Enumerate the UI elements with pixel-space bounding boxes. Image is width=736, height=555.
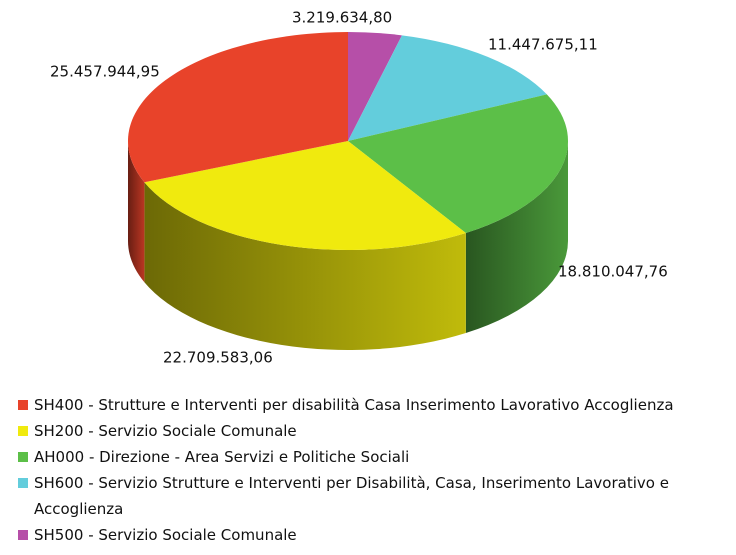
legend-swatch: [18, 452, 28, 462]
legend-item: SH200 - Servizio Sociale Comunale: [18, 418, 730, 444]
slice-side: [465, 141, 568, 334]
legend-label: AH000 - Direzione - Area Servizi e Polit…: [34, 448, 410, 466]
data-label: 11.447.675,11: [488, 36, 598, 54]
data-label: 3.219.634,80: [292, 9, 392, 27]
legend-item: SH400 - Strutture e Interventi per disab…: [18, 392, 730, 418]
slice: [348, 94, 568, 234]
slice-side: [144, 182, 466, 350]
slice-side: [128, 141, 145, 283]
slice: [144, 141, 466, 250]
data-label: 22.709.583,06: [163, 349, 273, 367]
slice: [348, 35, 547, 141]
legend-label: SH600 - Servizio Strutture e Interventi …: [34, 474, 669, 518]
legend: SH400 - Strutture e Interventi per disab…: [18, 392, 730, 548]
legend-label: SH200 - Servizio Sociale Comunale: [34, 422, 297, 440]
legend-item: SH600 - Servizio Strutture e Interventi …: [18, 470, 730, 522]
legend-swatch: [18, 530, 28, 540]
data-label: 18.810.047,76: [558, 263, 668, 281]
legend-swatch: [18, 426, 28, 436]
data-label: 25.457.944,95: [50, 63, 160, 81]
legend-item: AH000 - Direzione - Area Servizi e Polit…: [18, 444, 730, 470]
legend-item: SH500 - Servizio Sociale Comunale: [18, 522, 730, 548]
legend-label: SH400 - Strutture e Interventi per disab…: [34, 396, 674, 414]
legend-swatch: [18, 400, 28, 410]
legend-label: SH500 - Servizio Sociale Comunale: [34, 526, 297, 544]
legend-swatch: [18, 478, 28, 488]
slice: [348, 32, 402, 141]
chart: 25.457.944,95 22.709.583,06 18.810.047,76 1…: [50, 9, 668, 367]
slice: [128, 32, 348, 183]
